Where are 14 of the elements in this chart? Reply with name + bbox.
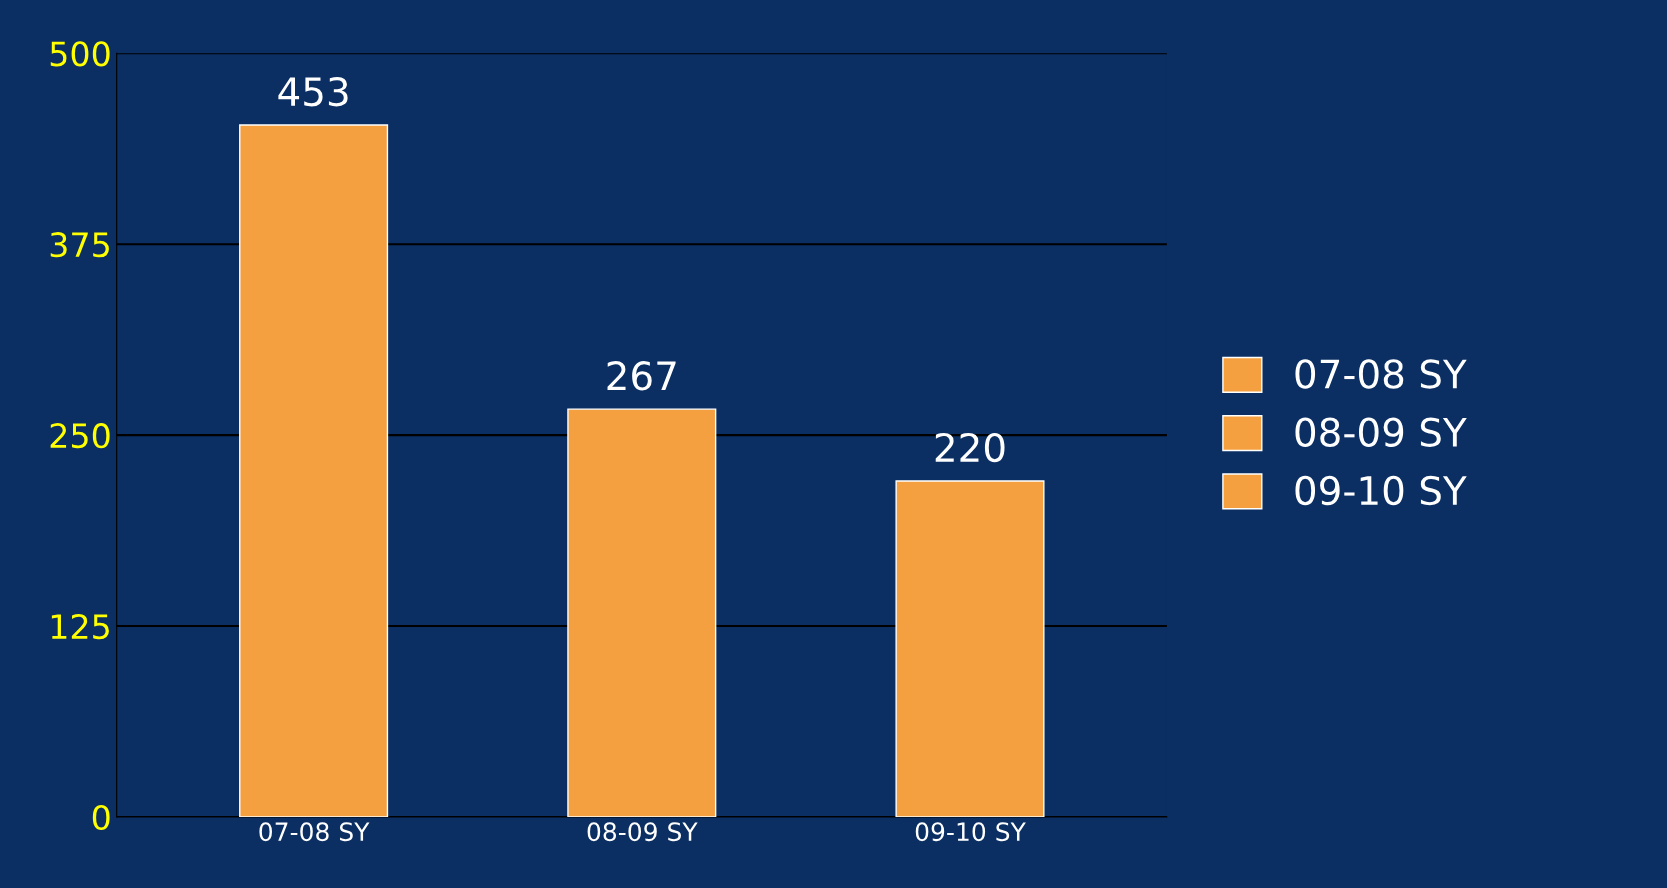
legend-label: 08-09 SY bbox=[1295, 417, 1467, 447]
y-tick-label: 500 bbox=[50, 41, 110, 67]
y-tick-label: 375 bbox=[50, 232, 109, 258]
x-tick-label: 08-09 SY bbox=[587, 822, 698, 842]
legend-label: 09-10 SY bbox=[1295, 475, 1467, 506]
data-label: 453 bbox=[278, 77, 348, 107]
x-tick-label: 07-08 SY bbox=[259, 822, 370, 842]
data-label: 220 bbox=[935, 432, 1005, 463]
y-tick-label: 250 bbox=[50, 423, 110, 449]
data-label: 267 bbox=[607, 361, 676, 391]
y-tick-label: 125 bbox=[51, 613, 109, 640]
y-tick-label: 0 bbox=[92, 804, 110, 831]
legend-label: 07-08 SY bbox=[1295, 359, 1467, 389]
x-tick-label: 09-10 SY bbox=[915, 822, 1026, 842]
